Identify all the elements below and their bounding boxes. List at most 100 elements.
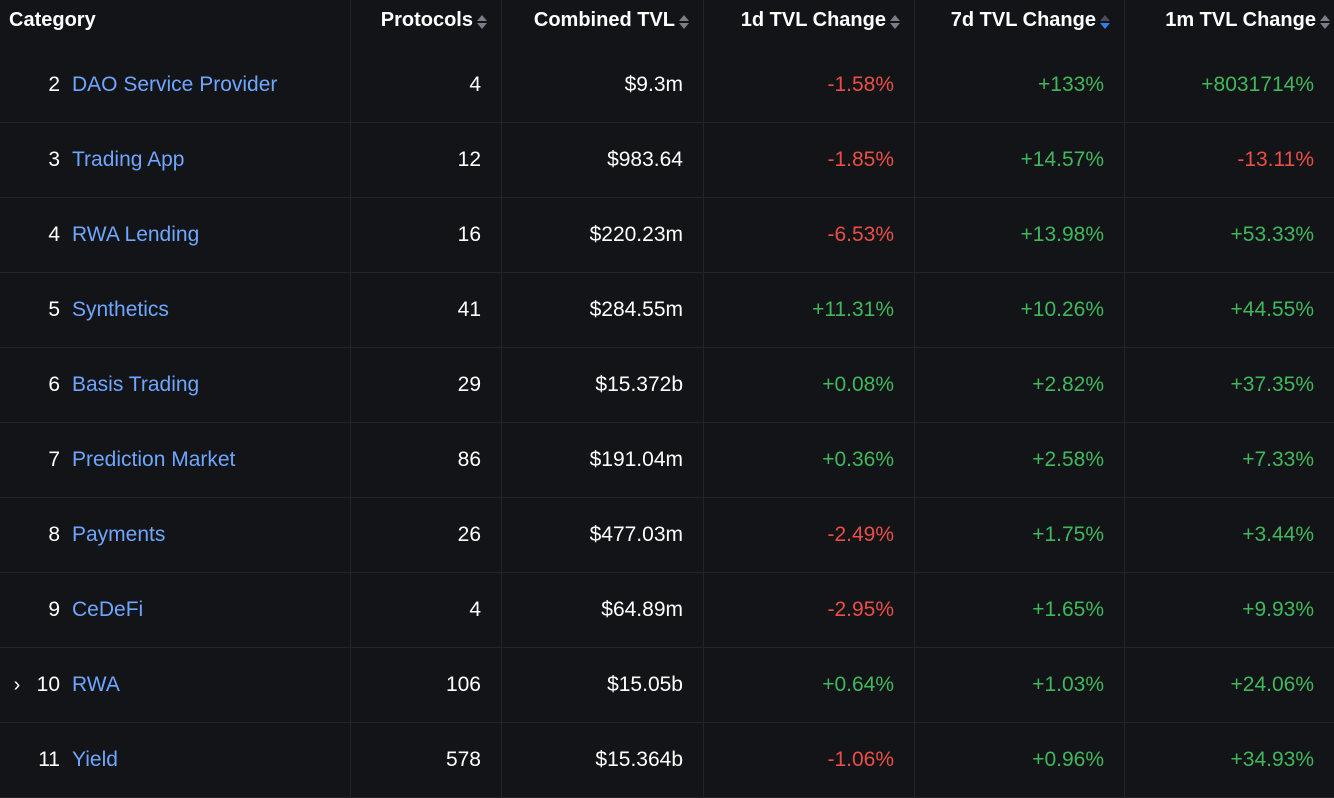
category-link[interactable]: RWA Lending: [72, 223, 200, 246]
change-1m-cell: -13.11%: [1125, 123, 1334, 197]
category-cell: 5 Synthetics: [0, 273, 351, 347]
protocols-cell: 86: [351, 423, 502, 497]
table-row[interactable]: 9 CeDeFi 4 $64.89m -2.95% +1.65% +9.93%: [0, 573, 1334, 648]
sort-desc-active-icon[interactable]: [1100, 15, 1110, 29]
combined-tvl-value: $15.05b: [607, 673, 683, 696]
combined-tvl-cell: $220.23m: [502, 198, 704, 272]
change-1m-cell: +44.55%: [1125, 273, 1334, 347]
change-1d-value: +0.08%: [822, 373, 894, 396]
sort-icon[interactable]: [1320, 15, 1330, 29]
change-7d-value: +2.58%: [1032, 448, 1104, 471]
change-1m-cell: +24.06%: [1125, 648, 1334, 722]
change-7d-cell: +133%: [915, 48, 1125, 122]
change-7d-cell: +13.98%: [915, 198, 1125, 272]
change-1m-value: +34.93%: [1230, 748, 1315, 771]
header-7d-change-label: 7d TVL Change: [950, 9, 1096, 31]
change-1m-value: +44.55%: [1230, 298, 1315, 321]
category-cell: 2 DAO Service Provider: [0, 48, 351, 122]
change-1d-cell: +11.31%: [704, 273, 915, 347]
table-row[interactable]: 6 Basis Trading 29 $15.372b +0.08% +2.82% +37.…: [0, 348, 1334, 423]
header-1d-change-label: 1d TVL Change: [740, 9, 886, 31]
change-1d-cell: +0.36%: [704, 423, 915, 497]
sort-icon[interactable]: [679, 15, 689, 29]
table-row[interactable]: 5 Synthetics 41 $284.55m +11.31% +10.26% +44.5…: [0, 273, 1334, 348]
change-1m-value: +24.06%: [1230, 673, 1315, 696]
table-row[interactable]: 7 Prediction Market 86 $191.04m +0.36% +2.58%…: [0, 423, 1334, 498]
combined-tvl-cell: $477.03m: [502, 498, 704, 572]
sort-icon[interactable]: [477, 15, 487, 29]
rank-number: 8: [48, 523, 60, 546]
rank-number: 10: [36, 673, 60, 696]
category-link[interactable]: DAO Service Provider: [72, 73, 278, 96]
rank-number: 2: [48, 73, 60, 96]
change-1d-value: -1.06%: [827, 748, 894, 771]
header-1m-change[interactable]: 1m TVL Change: [1125, 0, 1334, 48]
protocols-cell: 29: [351, 348, 502, 422]
change-1d-value: +0.36%: [822, 448, 894, 471]
change-1m-value: +37.35%: [1230, 373, 1315, 396]
table-row[interactable]: 3 Trading App 12 $983.64 -1.85% +14.57% -13.11…: [0, 123, 1334, 198]
category-link[interactable]: Synthetics: [72, 298, 169, 321]
header-7d-change[interactable]: 7d TVL Change: [915, 0, 1125, 48]
change-1d-value: -2.95%: [827, 598, 894, 621]
category-link[interactable]: Trading App: [72, 148, 185, 171]
change-1d-value: -1.58%: [827, 73, 894, 96]
change-1d-cell: -1.06%: [704, 723, 915, 797]
category-link[interactable]: Prediction Market: [72, 448, 236, 471]
table-row[interactable]: 2 DAO Service Provider 4 $9.3m -1.58% +133% +8…: [0, 48, 1334, 123]
change-1m-cell: +53.33%: [1125, 198, 1334, 272]
change-7d-value: +1.75%: [1032, 523, 1104, 546]
protocols-value: 16: [457, 223, 481, 246]
combined-tvl-value: $191.04m: [589, 448, 683, 471]
change-1m-value: -13.11%: [1237, 148, 1314, 171]
rank-number: 5: [48, 298, 60, 321]
rank-number: 4: [48, 223, 60, 246]
header-1m-change-label: 1m TVL Change: [1165, 9, 1316, 31]
header-category[interactable]: Category: [0, 0, 351, 48]
combined-tvl-cell: $15.372b: [502, 348, 704, 422]
change-1d-value: +11.31%: [812, 298, 894, 321]
combined-tvl-value: $983.64: [607, 148, 683, 171]
header-protocols-label: Protocols: [380, 9, 473, 31]
change-1m-cell: +7.33%: [1125, 423, 1334, 497]
change-7d-value: +1.65%: [1032, 598, 1104, 621]
category-link[interactable]: CeDeFi: [72, 598, 144, 621]
category-cell: 11 Yield: [0, 723, 351, 797]
change-1d-cell: +0.08%: [704, 348, 915, 422]
table-row[interactable]: 11 Yield 578 $15.364b -1.06% +0.96% +34.93%: [0, 723, 1334, 798]
category-cell: 3 Trading App: [0, 123, 351, 197]
header-protocols[interactable]: Protocols: [351, 0, 502, 48]
combined-tvl-cell: $9.3m: [502, 48, 704, 122]
change-7d-value: +10.26%: [1020, 298, 1105, 321]
change-7d-cell: +1.03%: [915, 648, 1125, 722]
change-1d-cell: -2.49%: [704, 498, 915, 572]
category-link[interactable]: RWA: [72, 673, 120, 696]
combined-tvl-value: $15.364b: [595, 748, 683, 771]
chevron-right-icon[interactable]: ›: [13, 673, 21, 696]
sort-icon[interactable]: [890, 15, 900, 29]
category-link[interactable]: Payments: [72, 523, 166, 546]
protocols-value: 106: [445, 673, 481, 696]
change-7d-value: +14.57%: [1020, 148, 1105, 171]
rank-number: 3: [48, 148, 60, 171]
protocols-value: 86: [457, 448, 481, 471]
header-1d-change[interactable]: 1d TVL Change: [704, 0, 915, 48]
category-link[interactable]: Basis Trading: [72, 373, 200, 396]
protocols-cell: 26: [351, 498, 502, 572]
change-7d-value: +13.98%: [1020, 223, 1105, 246]
table-row[interactable]: › 10 RWA 106 $15.05b +0.64% +1.03% +24.06%: [0, 648, 1334, 723]
change-7d-cell: +10.26%: [915, 273, 1125, 347]
header-combined-tvl[interactable]: Combined TVL: [502, 0, 704, 48]
change-1d-value: -1.85%: [827, 148, 894, 171]
change-7d-cell: +0.96%: [915, 723, 1125, 797]
category-link[interactable]: Yield: [72, 748, 118, 771]
combined-tvl-value: $220.23m: [589, 223, 683, 246]
change-1d-value: -6.53%: [827, 223, 894, 246]
table-row[interactable]: 4 RWA Lending 16 $220.23m -6.53% +13.98% +53.3…: [0, 198, 1334, 273]
change-1m-cell: +34.93%: [1125, 723, 1334, 797]
change-7d-cell: +2.82%: [915, 348, 1125, 422]
change-1m-value: +9.93%: [1242, 598, 1314, 621]
header-combined-tvl-label: Combined TVL: [533, 9, 675, 31]
change-1d-cell: +0.64%: [704, 648, 915, 722]
table-row[interactable]: 8 Payments 26 $477.03m -2.49% +1.75% +3.44%: [0, 498, 1334, 573]
